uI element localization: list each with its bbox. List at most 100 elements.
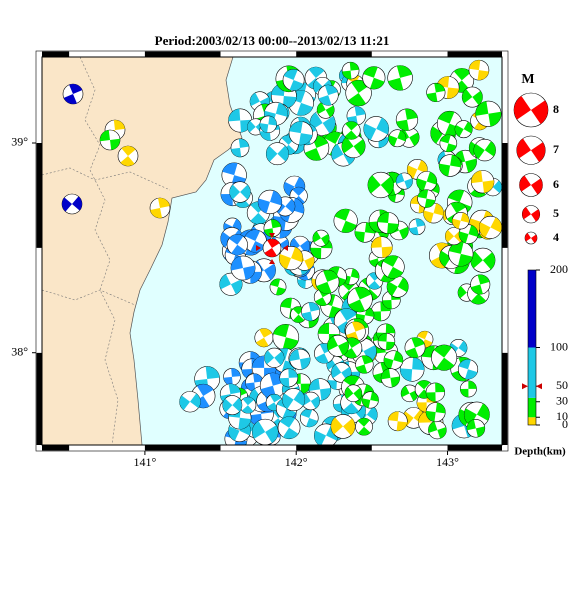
ball-quadrant [417,380,431,390]
ball-quadrant [306,417,318,427]
focal-mechanism [222,395,243,416]
x-tick-label: 143° [436,455,459,469]
ball-quadrant [69,84,83,94]
focal-mechanism [347,286,373,313]
ball-quadrant [433,344,452,358]
ball-quadrant [100,130,110,142]
ball-quadrant [450,202,466,214]
ball-quadrant [465,369,478,380]
ball-quadrant [343,402,359,414]
ball-quadrant [270,219,281,229]
ball-quadrant [465,158,477,173]
ball-quadrant [339,308,358,322]
ball-quadrant [250,212,267,225]
ball-quadrant [318,95,332,106]
focal-mechanism [279,368,299,388]
focal-mechanism [399,357,425,382]
ball-quadrant [310,112,323,130]
depth-tick-label: 0 [562,417,568,431]
ball-quadrant [252,355,265,368]
ball-quadrant [179,395,191,411]
ball-quadrant [344,386,354,399]
focal-mechanism [381,255,405,279]
focal-mechanism [416,330,434,348]
ball-quadrant [362,398,371,409]
focal-mechanism [265,142,289,166]
ball-quadrant [351,321,365,332]
focal-mechanism [61,193,83,215]
ball-quadrant [283,69,298,80]
focal-mechanism [99,129,121,151]
ball-quadrant [190,393,201,408]
ball-quadrant [327,336,339,351]
ball-quadrant [446,87,460,99]
depth-tick-label: 50 [556,378,568,392]
ball-quadrant [269,190,282,206]
ball-quadrant [405,347,419,358]
ball-quadrant [435,382,445,393]
ball-quadrant [371,236,382,248]
focal-mechanism [431,344,458,371]
ball-quadrant [531,142,546,163]
focal-mechanism [461,86,483,108]
focal-mechanism [288,121,313,146]
focal-mechanism [362,66,386,90]
focal-mechanism [341,61,360,80]
ball-quadrant [416,402,427,413]
focal-mechanism [425,402,446,423]
ball-quadrant [404,178,413,189]
ball-quadrant [266,145,278,162]
focal-mechanism [458,224,479,244]
ball-quadrant [292,306,305,315]
focal-mechanism [466,419,486,438]
ball-quadrant [405,108,418,120]
ball-quadrant [482,180,494,193]
ball-quadrant [354,231,365,243]
focal-mechanism [417,189,436,208]
focal-mechanism [355,417,373,436]
ball-quadrant [434,83,445,93]
mainshock-marker [269,233,275,238]
ball-quadrant [279,416,296,428]
ball-quadrant [279,377,290,387]
ball-quadrant [460,388,469,398]
ball-quadrant [327,380,337,390]
ball-quadrant [256,337,269,347]
map-frame: 141° 142° 143° 38° 39° [11,50,509,469]
ball-quadrant [259,123,269,133]
ball-quadrant [241,405,254,414]
ball-quadrant [415,218,425,227]
ball-quadrant [396,421,408,431]
focal-mechanism [230,138,250,158]
ball-quadrant [396,173,405,184]
ball-quadrant [331,144,344,161]
focal-mechanism [179,391,201,413]
depth-band [528,397,536,418]
ball-quadrant [238,417,252,430]
ball-quadrant [158,197,170,208]
ball-quadrant [247,120,256,133]
mainshock [262,238,282,258]
ball-quadrant [466,419,476,431]
magnitude-label: 4 [553,230,559,244]
ball-quadrant [292,314,305,323]
ball-quadrant [428,421,438,433]
ball-quadrant [338,341,349,356]
focal-mechanism [386,275,409,298]
ball-quadrant [240,184,251,200]
ball-quadrant [343,375,360,388]
depth-band [528,347,536,398]
ball-quadrant [309,378,320,391]
ball-quadrant [259,328,272,338]
ball-quadrant [315,297,327,306]
ball-quadrant [445,143,457,152]
focal-mechanism [475,100,502,127]
ball-quadrant [453,68,471,81]
magnitude-symbol [519,173,543,197]
ball-quadrant [463,121,473,134]
focal-mechanism [277,416,301,440]
ball-quadrant [322,116,336,134]
ball-quadrant [382,255,399,267]
ball-quadrant [288,368,298,378]
ball-quadrant [282,337,299,351]
